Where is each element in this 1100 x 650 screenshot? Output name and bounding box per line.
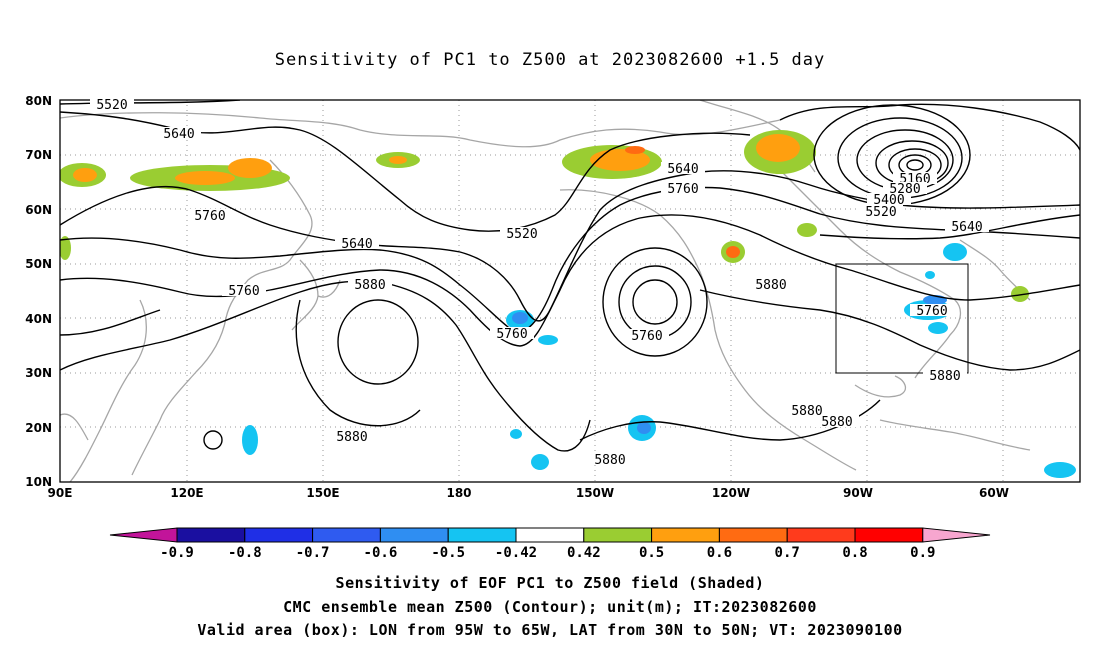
colorbar-tick-label: 0.7	[775, 545, 800, 561]
contour-label: 5640	[951, 220, 982, 235]
colorbar-tick-label: -0.5	[431, 545, 465, 561]
contour-label: 5880	[354, 278, 385, 293]
lat-label-30n: 30N	[25, 366, 52, 380]
colorbar-tick-label: -0.8	[228, 545, 262, 561]
lat-label-10n: 10N	[25, 475, 52, 489]
lon-label-150w: 150W	[576, 486, 614, 500]
colorbar-tick-label: 0.9	[910, 545, 935, 561]
colorbar-segment	[515, 527, 585, 543]
lat-label-70n: 70N	[25, 148, 52, 162]
contour-label: 5760	[194, 209, 225, 224]
contour-label: 5640	[341, 237, 372, 252]
contour-label: 5520	[865, 205, 896, 220]
contour-label: 5880	[929, 369, 960, 384]
contour-label: 5760	[631, 329, 662, 344]
lat-label-60n: 60N	[25, 203, 52, 217]
contour-label: 5640	[667, 162, 698, 177]
colorbar-high-triangle	[922, 527, 991, 543]
colorbar-tick-label: 0.5	[639, 545, 664, 561]
positive-sensitivity-shading	[60, 130, 1029, 302]
caption-line-1: Sensitivity of EOF PC1 to Z500 field (Sh…	[335, 574, 765, 592]
lon-label-120w: 120W	[712, 486, 750, 500]
colorbar-segment	[447, 527, 517, 543]
colorbar: -0.9 -0.8 -0.7 -0.6 -0.5 -0.42 0.42 0.5 0.6 0.7 0.…	[109, 527, 991, 561]
lat-label-80n: 80N	[25, 94, 52, 108]
chart-title: Sensitivity of PC1 to Z500 at 2023082600…	[274, 50, 826, 70]
colorbar-segment	[854, 527, 924, 543]
colorbar-segment	[176, 527, 246, 543]
contour-label: 5880	[791, 404, 822, 419]
colorbar-low-triangle	[109, 527, 178, 543]
colorbar-tick-label: 0.8	[842, 545, 867, 561]
contour-label: 5520	[506, 227, 537, 242]
lon-label-180: 180	[446, 486, 471, 500]
contour-label: 5400	[873, 193, 904, 208]
contour-label: 5520	[96, 98, 127, 113]
contour-labels: 5520 5640 5760 5640 5760 5880 5880 5520 …	[96, 98, 983, 468]
contour-label: 5640	[163, 127, 194, 142]
contour-label: 5880	[336, 430, 367, 445]
colorbar-segment	[786, 527, 856, 543]
lon-label-90e: 90E	[48, 486, 73, 500]
contour-label: 5760	[228, 284, 259, 299]
lon-label-150e: 150E	[306, 486, 339, 500]
lon-label-90w: 90W	[843, 486, 873, 500]
coastlines	[60, 100, 1031, 482]
lat-label-20n: 20N	[25, 421, 52, 435]
colorbar-segment	[583, 527, 653, 543]
colorbar-segment	[718, 527, 788, 543]
longitude-labels: 90E 120E 150E 180 150W 120W 90W 60W	[48, 486, 1009, 500]
map-frame	[59, 99, 1081, 483]
lon-label-60w: 60W	[979, 486, 1009, 500]
colorbar-tick-label: -0.7	[296, 545, 330, 561]
contour-label: 5760	[496, 327, 527, 342]
caption-line-3: Valid area (box): LON from 95W to 65W, L…	[197, 621, 903, 639]
contour-label: 5760	[667, 182, 698, 197]
colorbar-tick-label: -0.9	[160, 545, 194, 561]
colorbar-tick-label: -0.42	[495, 545, 537, 561]
contour-label: 5760	[916, 304, 947, 319]
lat-label-40n: 40N	[25, 312, 52, 326]
colorbar-tick-label: -0.6	[364, 545, 398, 561]
lat-label-50n: 50N	[25, 257, 52, 271]
colorbar-tick-label: 0.42	[567, 545, 601, 561]
colorbar-segment	[379, 527, 449, 543]
valid-area-box	[835, 263, 969, 374]
contour-label: 5880	[755, 278, 786, 293]
contour-label: 5880	[821, 415, 852, 430]
colorbar-segment	[244, 527, 314, 543]
caption-line-2: CMC ensemble mean Z500 (Contour); unit(m…	[283, 598, 817, 616]
colorbar-tick-label: 0.6	[707, 545, 732, 561]
contour-label: 5880	[594, 453, 625, 468]
latitude-labels: 80N 70N 60N 50N 40N 30N 20N 10N	[25, 94, 52, 489]
colorbar-segment	[312, 527, 381, 543]
colorbar-segment	[651, 527, 720, 543]
lon-label-120e: 120E	[170, 486, 203, 500]
